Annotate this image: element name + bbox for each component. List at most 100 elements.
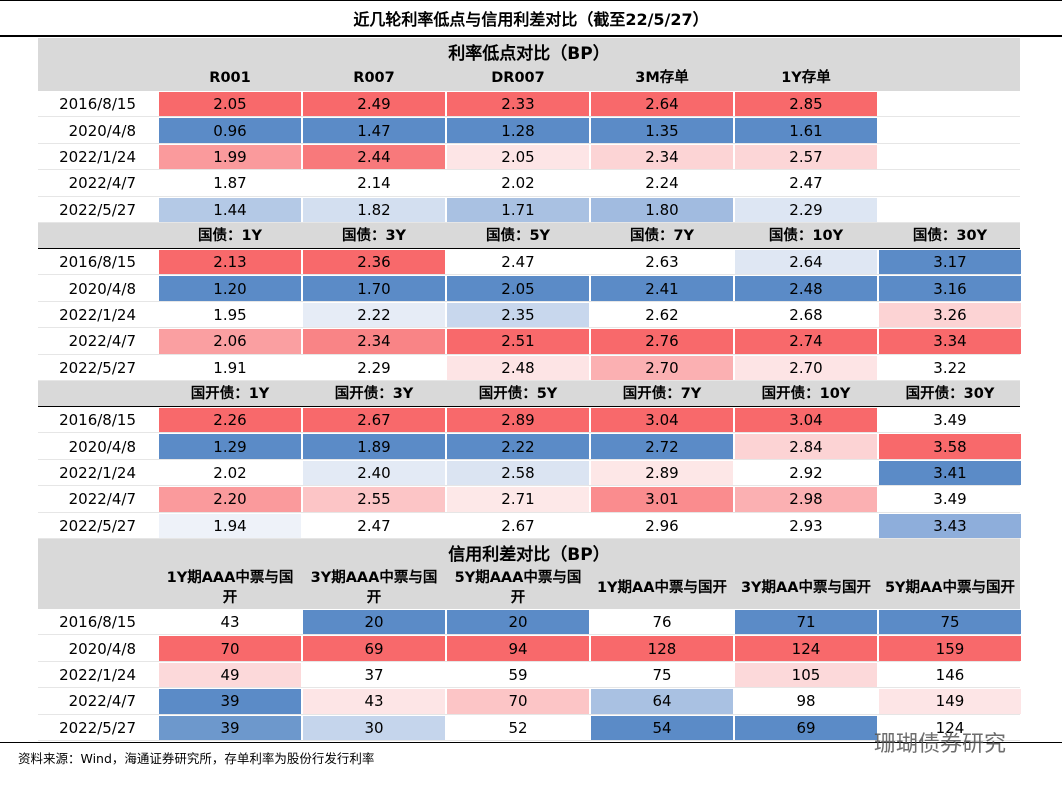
row-rule — [38, 274, 1020, 276]
cell: 39 — [158, 688, 302, 715]
cell: 105 — [734, 661, 878, 689]
cell: 2.34 — [302, 328, 446, 355]
cell: 54 — [590, 714, 734, 741]
cell: 1.89 — [302, 433, 446, 460]
cell: 30 — [302, 714, 446, 741]
cell: 3.49 — [878, 486, 1022, 513]
cell: 2.84 — [734, 433, 878, 460]
cell: 2.63 — [590, 249, 734, 276]
column-header: 3Y期AA中票与国开 — [740, 579, 872, 596]
row-label: 2022/5/27 — [38, 512, 158, 539]
cell: 1.20 — [158, 275, 302, 302]
column-header: 国开债：30Y — [905, 386, 995, 402]
cell: 1.29 — [158, 433, 302, 460]
cell: 2.64 — [734, 249, 878, 276]
row-rule — [38, 538, 1020, 539]
cell: 2.47 — [446, 249, 590, 276]
cell: 2.34 — [590, 143, 734, 171]
row-label: 2020/4/8 — [38, 275, 158, 302]
cell: 1.95 — [158, 301, 302, 329]
source: 资料来源：Wind，海通证券研究所，存单利率为股份行发行利率 — [18, 750, 375, 766]
cell: 149 — [878, 688, 1022, 715]
cell: 1.28 — [446, 117, 590, 144]
cell: 1.70 — [302, 275, 446, 302]
cell: 2.57 — [734, 143, 878, 171]
row-rule — [38, 195, 1020, 197]
cell: 1.71 — [446, 196, 590, 223]
row-label: 2022/1/24 — [38, 143, 158, 171]
row-rule — [38, 458, 1020, 460]
title-rule-top — [0, 0, 1062, 1]
cell: 94 — [446, 635, 590, 662]
cell: 2.85 — [734, 91, 878, 118]
column-header: 国债：7Y — [629, 228, 695, 244]
cell: 2.58 — [446, 459, 590, 487]
cell: 3.43 — [878, 512, 1022, 539]
cell: 39 — [158, 714, 302, 741]
section-heading: 利率低点对比（BP） — [38, 38, 1020, 65]
row-label: 2022/5/27 — [38, 714, 158, 741]
row-label: 2020/4/8 — [38, 117, 158, 144]
cell: 52 — [446, 714, 590, 741]
header-row — [38, 65, 1020, 91]
cell: 146 — [878, 661, 1022, 689]
cell: 3.58 — [878, 433, 1022, 460]
cell: 3.34 — [878, 328, 1022, 355]
cell: 2.98 — [734, 486, 878, 513]
cell: 2.92 — [734, 459, 878, 487]
row-label: 2020/4/8 — [38, 433, 158, 460]
cell: 2.44 — [302, 143, 446, 171]
cell: 2.64 — [590, 91, 734, 118]
cell: 1.91 — [158, 354, 302, 381]
cell: 76 — [590, 609, 734, 636]
column-header: 国开债：10Y — [761, 386, 851, 402]
cell: 49 — [158, 661, 302, 689]
cell: 2.89 — [590, 459, 734, 487]
cell: 2.22 — [302, 301, 446, 329]
cell: 2.05 — [158, 91, 302, 118]
cell: 1.61 — [734, 117, 878, 144]
column-header: 5Y期AA中票与国开 — [884, 579, 1016, 596]
cell: 2.13 — [158, 249, 302, 276]
cell: 2.20 — [158, 486, 302, 513]
cell: 2.72 — [590, 433, 734, 460]
cell: 20 — [446, 609, 590, 636]
cell: 3.49 — [878, 407, 1022, 434]
row-rule — [38, 353, 1020, 355]
title: 近几轮利率低点与信用利差对比（截至22/5/27） — [353, 10, 709, 29]
cell: 2.41 — [590, 275, 734, 302]
cell: 2.22 — [446, 433, 590, 460]
footer-rule — [0, 742, 1062, 743]
cell: 37 — [302, 661, 446, 689]
header-row — [38, 566, 1020, 609]
cell: 2.47 — [302, 512, 446, 539]
column-header: 国债：30Y — [912, 228, 988, 244]
row-label: 2022/1/24 — [38, 301, 158, 329]
cell: 2.74 — [734, 328, 878, 355]
row-label: 2022/1/24 — [38, 459, 158, 487]
cell: 2.14 — [302, 170, 446, 197]
section-heading: 信用利差对比（BP） — [38, 539, 1020, 566]
cell: 2.47 — [734, 170, 878, 197]
cell: 2.93 — [734, 512, 878, 539]
row-label: 2016/8/15 — [38, 91, 158, 118]
cell: 1.94 — [158, 512, 302, 539]
row-rule — [38, 222, 1020, 223]
cell: 43 — [158, 609, 302, 636]
cell: 2.62 — [590, 301, 734, 329]
column-header: 国开债：5Y — [478, 386, 558, 402]
cell: 1.99 — [158, 143, 302, 171]
cell: 2.02 — [446, 170, 590, 197]
cell: 2.40 — [302, 459, 446, 487]
cell: 2.29 — [302, 354, 446, 381]
cell: 2.02 — [158, 459, 302, 487]
column-header: 国开债：1Y — [190, 386, 270, 402]
row-label: 2022/5/27 — [38, 196, 158, 223]
row-rule — [38, 634, 1020, 636]
row-rule — [38, 169, 1020, 171]
cell: 2.67 — [446, 512, 590, 539]
cell: 3.26 — [878, 301, 1022, 329]
cell: 2.24 — [590, 170, 734, 197]
